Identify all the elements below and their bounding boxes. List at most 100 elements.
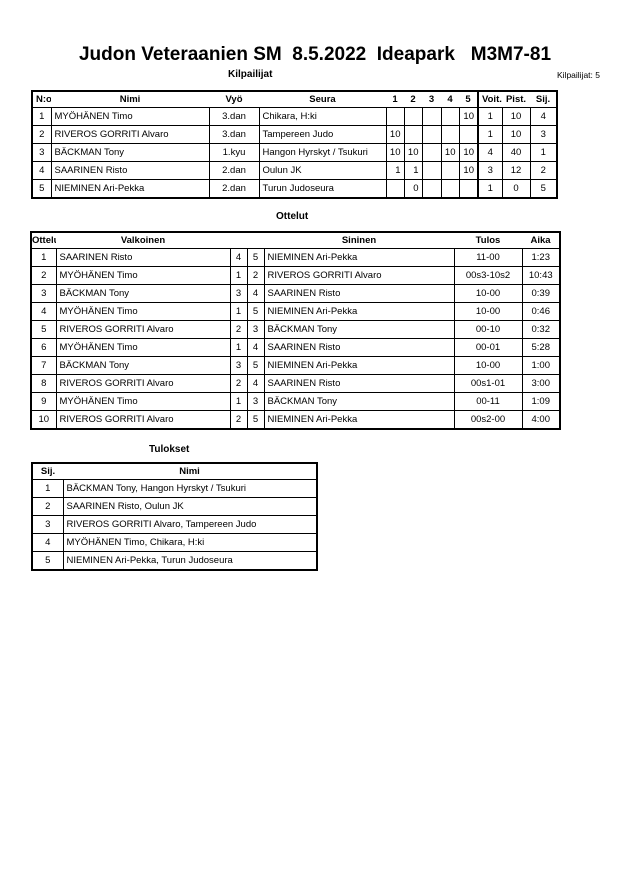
table-cell: 1 bbox=[477, 125, 503, 144]
column-header: Ottelu bbox=[31, 231, 56, 249]
table-cell: 1:23 bbox=[521, 248, 561, 267]
table-cell: 4 bbox=[246, 284, 265, 303]
table-cell: BÄCKMAN Tony bbox=[263, 392, 455, 411]
table-cell: 10 bbox=[385, 125, 405, 144]
table-cell: MYÖHÄNEN Timo bbox=[55, 392, 231, 411]
competitor-row: 1 MYÖHÄNEN Timo 3.dan Chikara, H:ki 10 1 10 4 bbox=[31, 107, 558, 126]
table-cell: 5 bbox=[246, 356, 265, 375]
table-cell: SAARINEN Risto bbox=[263, 374, 455, 393]
table-cell bbox=[440, 125, 460, 144]
column-header: Sij. bbox=[32, 462, 63, 480]
table-cell: 00s2-00 bbox=[453, 410, 523, 430]
table-cell: SAARINEN Risto bbox=[55, 248, 231, 267]
result-row: 3 RIVEROS GORRITI Alvaro, Tampereen Judo bbox=[31, 515, 318, 534]
table-cell: 9 bbox=[30, 392, 57, 411]
table-cell: 3 bbox=[529, 125, 558, 144]
table-cell: RIVEROS GORRITI Alvaro bbox=[55, 320, 231, 339]
match-row: 1 SAARINEN Risto 4 5 NIEMINEN Ari-Pekka 11-00… bbox=[30, 248, 561, 267]
table-cell: 4 bbox=[246, 374, 265, 393]
table-cell: 2.dan bbox=[208, 179, 260, 199]
table-cell: 0:39 bbox=[521, 284, 561, 303]
table-cell: 2 bbox=[30, 266, 57, 285]
table-cell: 3 bbox=[246, 320, 265, 339]
table-cell: 3 bbox=[229, 284, 248, 303]
table-cell: 3.dan bbox=[208, 107, 260, 126]
table-cell: 0 bbox=[501, 179, 531, 199]
column-header: Aika bbox=[522, 231, 560, 249]
table-cell: 4 bbox=[229, 248, 248, 267]
table-cell: 5 bbox=[30, 320, 57, 339]
competitor-row: 3 BÄCKMAN Tony 1.kyu Hangon Hyrskyt / Tsuku… bbox=[31, 143, 558, 162]
table-cell: Hangon Hyrskyt / Tsukuri bbox=[258, 143, 387, 162]
column-header: Vyö bbox=[209, 90, 259, 108]
table-cell: 10-00 bbox=[453, 302, 523, 321]
table-cell: MYÖHÄNEN Timo bbox=[55, 302, 231, 321]
table-cell bbox=[458, 179, 479, 199]
column-header: 2 bbox=[404, 90, 422, 108]
table-cell: 1 bbox=[31, 479, 64, 498]
table-cell: 1 bbox=[229, 266, 248, 285]
table-cell: 10-00 bbox=[453, 356, 523, 375]
table-cell: BÄCKMAN Tony bbox=[263, 320, 455, 339]
results-table: Sij. Nimi 1 BÄCKMAN Tony, Hangon Hyrskyt / … bbox=[31, 462, 318, 571]
results-heading: Tulokset bbox=[149, 444, 190, 455]
column-header: 3 bbox=[422, 90, 441, 108]
match-row: 9 MYÖHÄNEN Timo 1 3 BÄCKMAN Tony 00-11 1:09 bbox=[30, 392, 561, 411]
table-cell: 00-11 bbox=[453, 392, 523, 411]
table-cell: 10 bbox=[458, 143, 479, 162]
table-cell: MYÖHÄNEN Timo bbox=[50, 107, 210, 126]
match-row: 7 BÄCKMAN Tony 3 5 NIEMINEN Ari-Pekka 10-00 1:… bbox=[30, 356, 561, 375]
table-cell: 5 bbox=[246, 302, 265, 321]
result-row: 1 BÄCKMAN Tony, Hangon Hyrskyt / Tsukuri bbox=[31, 479, 318, 498]
table-cell: 2 bbox=[246, 266, 265, 285]
table-cell: 10-00 bbox=[453, 284, 523, 303]
table-cell: 5 bbox=[246, 410, 265, 430]
table-cell: 1 bbox=[229, 392, 248, 411]
table-cell: 3 bbox=[477, 161, 503, 180]
table-cell: BÄCKMAN Tony, Hangon Hyrskyt / Tsukuri bbox=[62, 479, 318, 498]
table-cell: 5 bbox=[31, 179, 52, 199]
table-cell: 10 bbox=[501, 107, 531, 126]
table-cell: 00s3-10s2 bbox=[453, 266, 523, 285]
table-cell: SAARINEN Risto bbox=[50, 161, 210, 180]
table-cell: 12 bbox=[501, 161, 531, 180]
table-cell: 10 bbox=[30, 410, 57, 430]
table-cell: 7 bbox=[30, 356, 57, 375]
table-cell bbox=[421, 143, 442, 162]
table-cell: SAARINEN Risto, Oulun JK bbox=[62, 497, 318, 516]
table-cell: 4 bbox=[31, 533, 64, 552]
match-row: 4 MYÖHÄNEN Timo 1 5 NIEMINEN Ari-Pekka 10-00 0… bbox=[30, 302, 561, 321]
table-cell: 3 bbox=[31, 515, 64, 534]
competitors-heading: Kilpailijat bbox=[228, 69, 273, 80]
competitor-row: 2 RIVEROS GORRITI Alvaro 3.dan Tampereen Ju… bbox=[31, 125, 558, 144]
table-cell: 00s1-01 bbox=[453, 374, 523, 393]
table-cell: BÄCKMAN Tony bbox=[55, 356, 231, 375]
table-cell: 2 bbox=[31, 497, 64, 516]
table-cell: MYÖHÄNEN Timo, Chikara, H:ki bbox=[62, 533, 318, 552]
table-cell: 0:46 bbox=[521, 302, 561, 321]
table-cell: 00-01 bbox=[453, 338, 523, 357]
table-cell bbox=[421, 125, 442, 144]
table-cell: MYÖHÄNEN Timo bbox=[55, 338, 231, 357]
result-row: 5 NIEMINEN Ari-Pekka, Turun Judoseura bbox=[31, 551, 318, 571]
table-cell bbox=[421, 107, 442, 126]
table-cell: 4 bbox=[30, 302, 57, 321]
column-header: Sij. bbox=[530, 90, 557, 108]
column-header: Nimi bbox=[51, 90, 209, 108]
table-cell: 5:28 bbox=[521, 338, 561, 357]
table-cell bbox=[440, 161, 460, 180]
column-header: Voit. bbox=[477, 90, 502, 108]
match-row: 8 RIVEROS GORRITI Alvaro 2 4 SAARINEN Risto 0… bbox=[30, 374, 561, 393]
matches-heading: Ottelut bbox=[276, 211, 309, 222]
table-cell: 6 bbox=[30, 338, 57, 357]
table-cell: 2 bbox=[229, 410, 248, 430]
competitor-row: 4 SAARINEN Risto 2.dan Oulun JK 1 1 10 3 12 2 bbox=[31, 161, 558, 180]
column-header-spacer bbox=[230, 231, 264, 249]
table-cell: 5 bbox=[31, 551, 64, 571]
table-cell: 5 bbox=[246, 248, 265, 267]
table-cell: 2 bbox=[529, 161, 558, 180]
column-header: N:o bbox=[32, 90, 51, 108]
page-title: Judon Veteraanien SM 8.5.2022 Ideapark M… bbox=[78, 44, 552, 65]
column-header: Seura bbox=[259, 90, 386, 108]
table-cell: 00-10 bbox=[453, 320, 523, 339]
